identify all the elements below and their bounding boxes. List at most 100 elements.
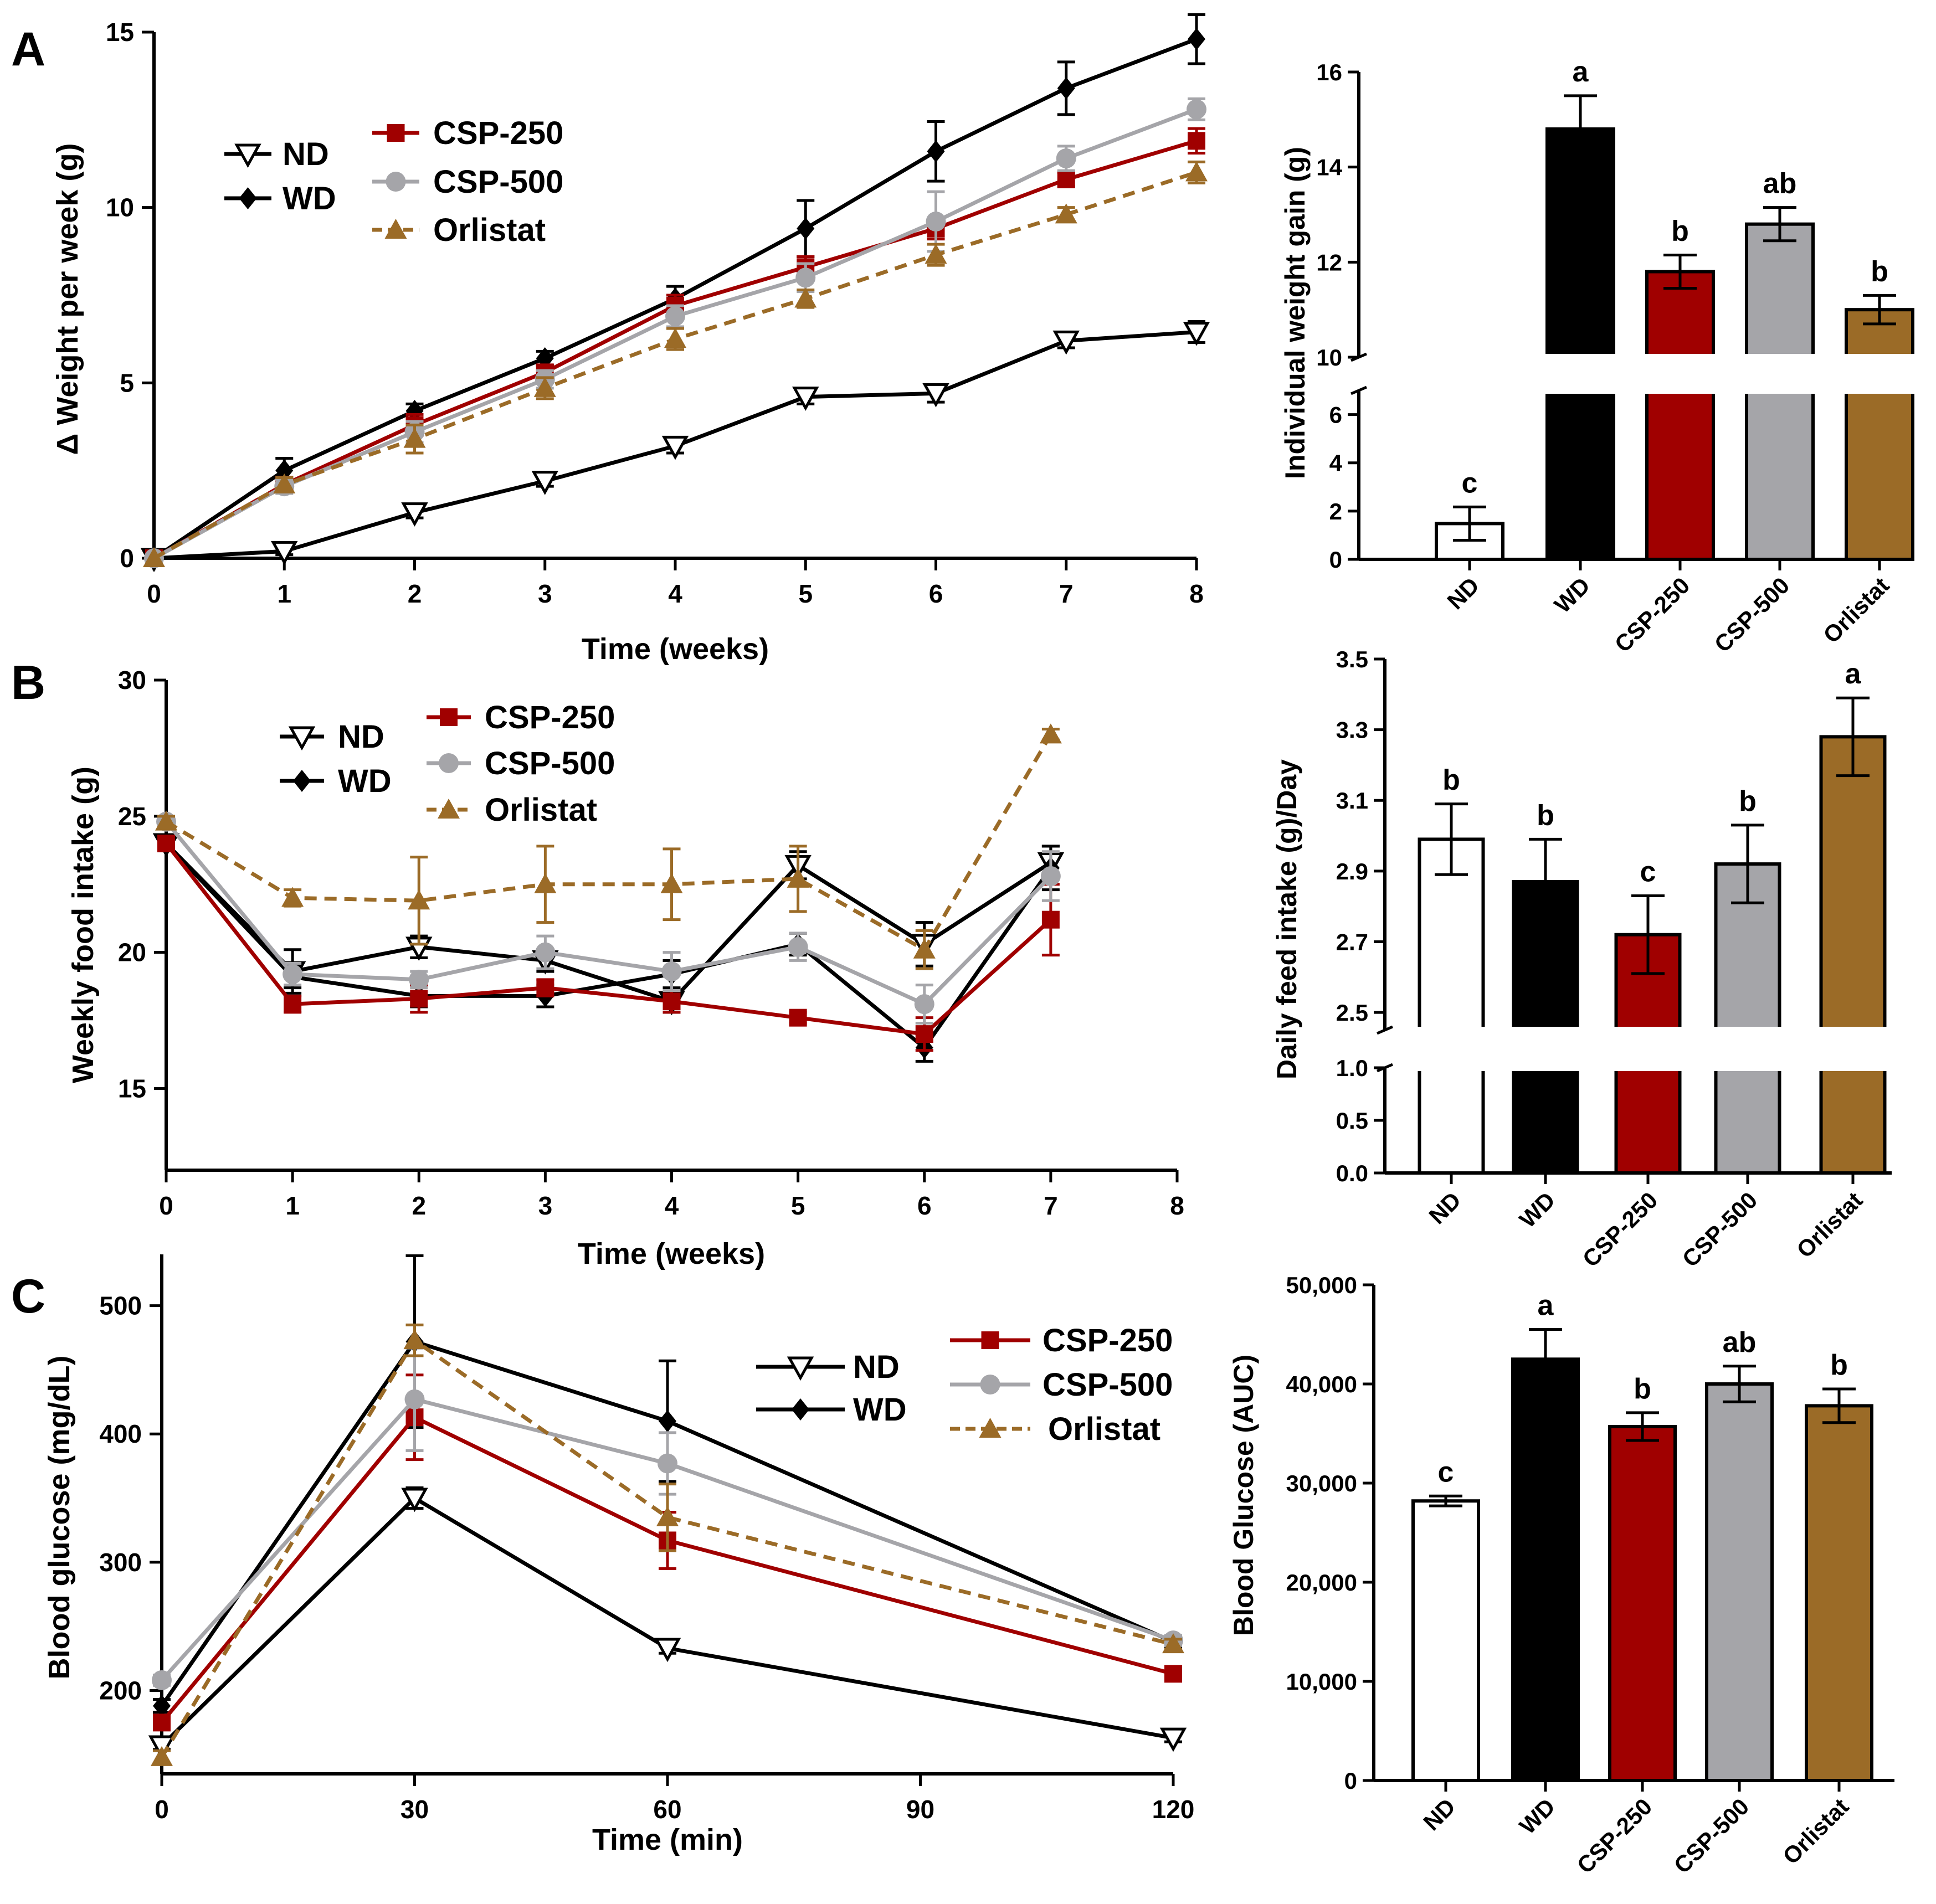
data-point-nd	[401, 502, 428, 527]
legend-marker	[386, 172, 406, 192]
data-point-wd	[1188, 28, 1205, 50]
significance-letter: b	[1634, 1373, 1651, 1405]
legend-item-csp-500: CSP-500	[372, 164, 563, 200]
data-point-csp-250	[1041, 910, 1060, 929]
chart-c-glucose-line: 0 30 60 90 120 200 300 400 500 ND WD CSP-250 CSP…	[43, 1254, 1194, 1856]
significance-letter: c	[1438, 1456, 1454, 1488]
data-point-csp-250	[153, 1713, 171, 1732]
data-point-wd	[797, 217, 815, 240]
panel-label-c: C	[11, 1270, 45, 1323]
legend-item-orlistat: Orlistat	[427, 792, 597, 828]
legend-marker	[438, 799, 460, 819]
data-point-nd	[792, 387, 819, 411]
legend-label: ND	[853, 1349, 900, 1385]
bar-group-orlistat: a	[1816, 658, 1889, 1175]
series-orlistat	[155, 723, 1062, 970]
bar-group-wd: a	[1543, 56, 1618, 561]
data-point-orlistat	[1162, 1633, 1184, 1654]
series-line-nd	[165, 842, 1052, 1004]
bar-csp-500	[1714, 862, 1781, 1175]
bar-group-wd: a	[1511, 1290, 1580, 1782]
x-tick-label: Orlistat	[1791, 1187, 1867, 1263]
legend-label: Orlistat	[1048, 1411, 1160, 1447]
x-tick-label: CSP-500	[1669, 1793, 1754, 1879]
axis-break-mark	[1350, 352, 1367, 362]
x-tick-label: 5	[798, 579, 813, 608]
y-tick-label: 0	[1329, 547, 1342, 573]
bar-break-gap	[1642, 354, 1718, 394]
x-tick-label: 3	[538, 579, 552, 608]
series-nd	[140, 320, 1210, 573]
data-point-wd	[153, 1695, 171, 1717]
data-point-orlistat	[925, 244, 947, 264]
y-tick-label: 2	[1329, 498, 1342, 524]
y-tick-label: 3.5	[1336, 646, 1368, 672]
y-tick-label: 30,000	[1286, 1470, 1357, 1496]
bar-group-orlistat: b	[1805, 1349, 1873, 1782]
data-point-csp-250	[410, 990, 428, 1008]
y-tick-label: 20,000	[1286, 1569, 1357, 1596]
x-tick-label: WD	[1514, 1793, 1560, 1839]
legend-label: CSP-500	[485, 745, 615, 781]
series-orlistat	[143, 160, 1208, 567]
panel-label-a: A	[11, 23, 45, 76]
x-tick-label: Orlistat	[1818, 572, 1894, 648]
axis-break-mark	[1377, 1063, 1393, 1073]
legend-item-wd: WD	[224, 181, 336, 217]
series-line-csp-500	[165, 820, 1052, 1007]
data-point-orlistat	[1055, 203, 1077, 224]
legend-label: CSP-250	[1043, 1322, 1173, 1358]
series-nd	[148, 1486, 1187, 1760]
y-tick-label: 0.5	[1336, 1108, 1368, 1134]
legend-item-nd: ND	[280, 719, 384, 755]
x-tick-label: 30	[400, 1795, 429, 1824]
significance-letter: ab	[1763, 168, 1797, 200]
x-tick-label: CSP-250	[1578, 1187, 1663, 1272]
legend-item-nd: ND	[756, 1349, 900, 1385]
panel-label-b: B	[11, 656, 45, 709]
data-point-orlistat	[664, 328, 686, 348]
y-tick-label: 2.9	[1336, 858, 1368, 884]
legend-item-orlistat: Orlistat	[372, 212, 546, 248]
y-axis-label: Weekly food intake (g)	[66, 766, 100, 1083]
y-tick-label: 200	[99, 1676, 142, 1705]
data-point-csp-250	[663, 992, 681, 1011]
data-point-csp-500	[283, 964, 303, 984]
legend-item-csp-250: CSP-250	[950, 1322, 1173, 1358]
significance-letter: c	[1640, 856, 1656, 888]
y-axis-label: Blood Glucose (AUC)	[1228, 1355, 1259, 1636]
data-point-csp-500	[665, 306, 685, 326]
y-tick-label: 25	[118, 802, 146, 831]
legend-marker	[234, 143, 261, 168]
x-tick-label: 60	[653, 1795, 681, 1824]
x-tick-label: 0	[155, 1795, 169, 1824]
bar-break-gap	[1543, 354, 1618, 394]
bar-group-csp-250: c	[1611, 856, 1685, 1175]
legend-label: CSP-500	[433, 164, 563, 200]
y-tick-label: 16	[1316, 59, 1342, 85]
series-line-csp-250	[165, 842, 1052, 1036]
x-tick-label: 4	[668, 579, 682, 608]
significance-letter: b	[1442, 764, 1460, 796]
legend-marker	[980, 1375, 1000, 1394]
x-tick-label: 0	[159, 1191, 173, 1220]
legend-marker	[288, 726, 316, 751]
x-tick-label: 6	[929, 579, 943, 608]
y-tick-label: 4	[1329, 450, 1343, 476]
data-point-orlistat	[281, 887, 304, 907]
data-point-orlistat	[1185, 161, 1208, 182]
x-tick-label: CSP-250	[1572, 1793, 1657, 1879]
x-tick-label: CSP-250	[1610, 572, 1695, 657]
data-point-csp-250	[284, 995, 302, 1013]
x-tick-label: 8	[1189, 579, 1204, 608]
x-tick-label: 8	[1170, 1191, 1184, 1220]
legend-label: WD	[283, 181, 336, 217]
significance-letter: ab	[1723, 1326, 1757, 1358]
legend-item-csp-500: CSP-500	[950, 1367, 1173, 1403]
y-tick-label: 500	[99, 1291, 142, 1320]
bar-break-gap	[1742, 354, 1817, 394]
data-point-orlistat	[403, 1329, 426, 1350]
series-line-csp-250	[160, 1414, 1174, 1724]
legend-marker	[439, 753, 459, 773]
